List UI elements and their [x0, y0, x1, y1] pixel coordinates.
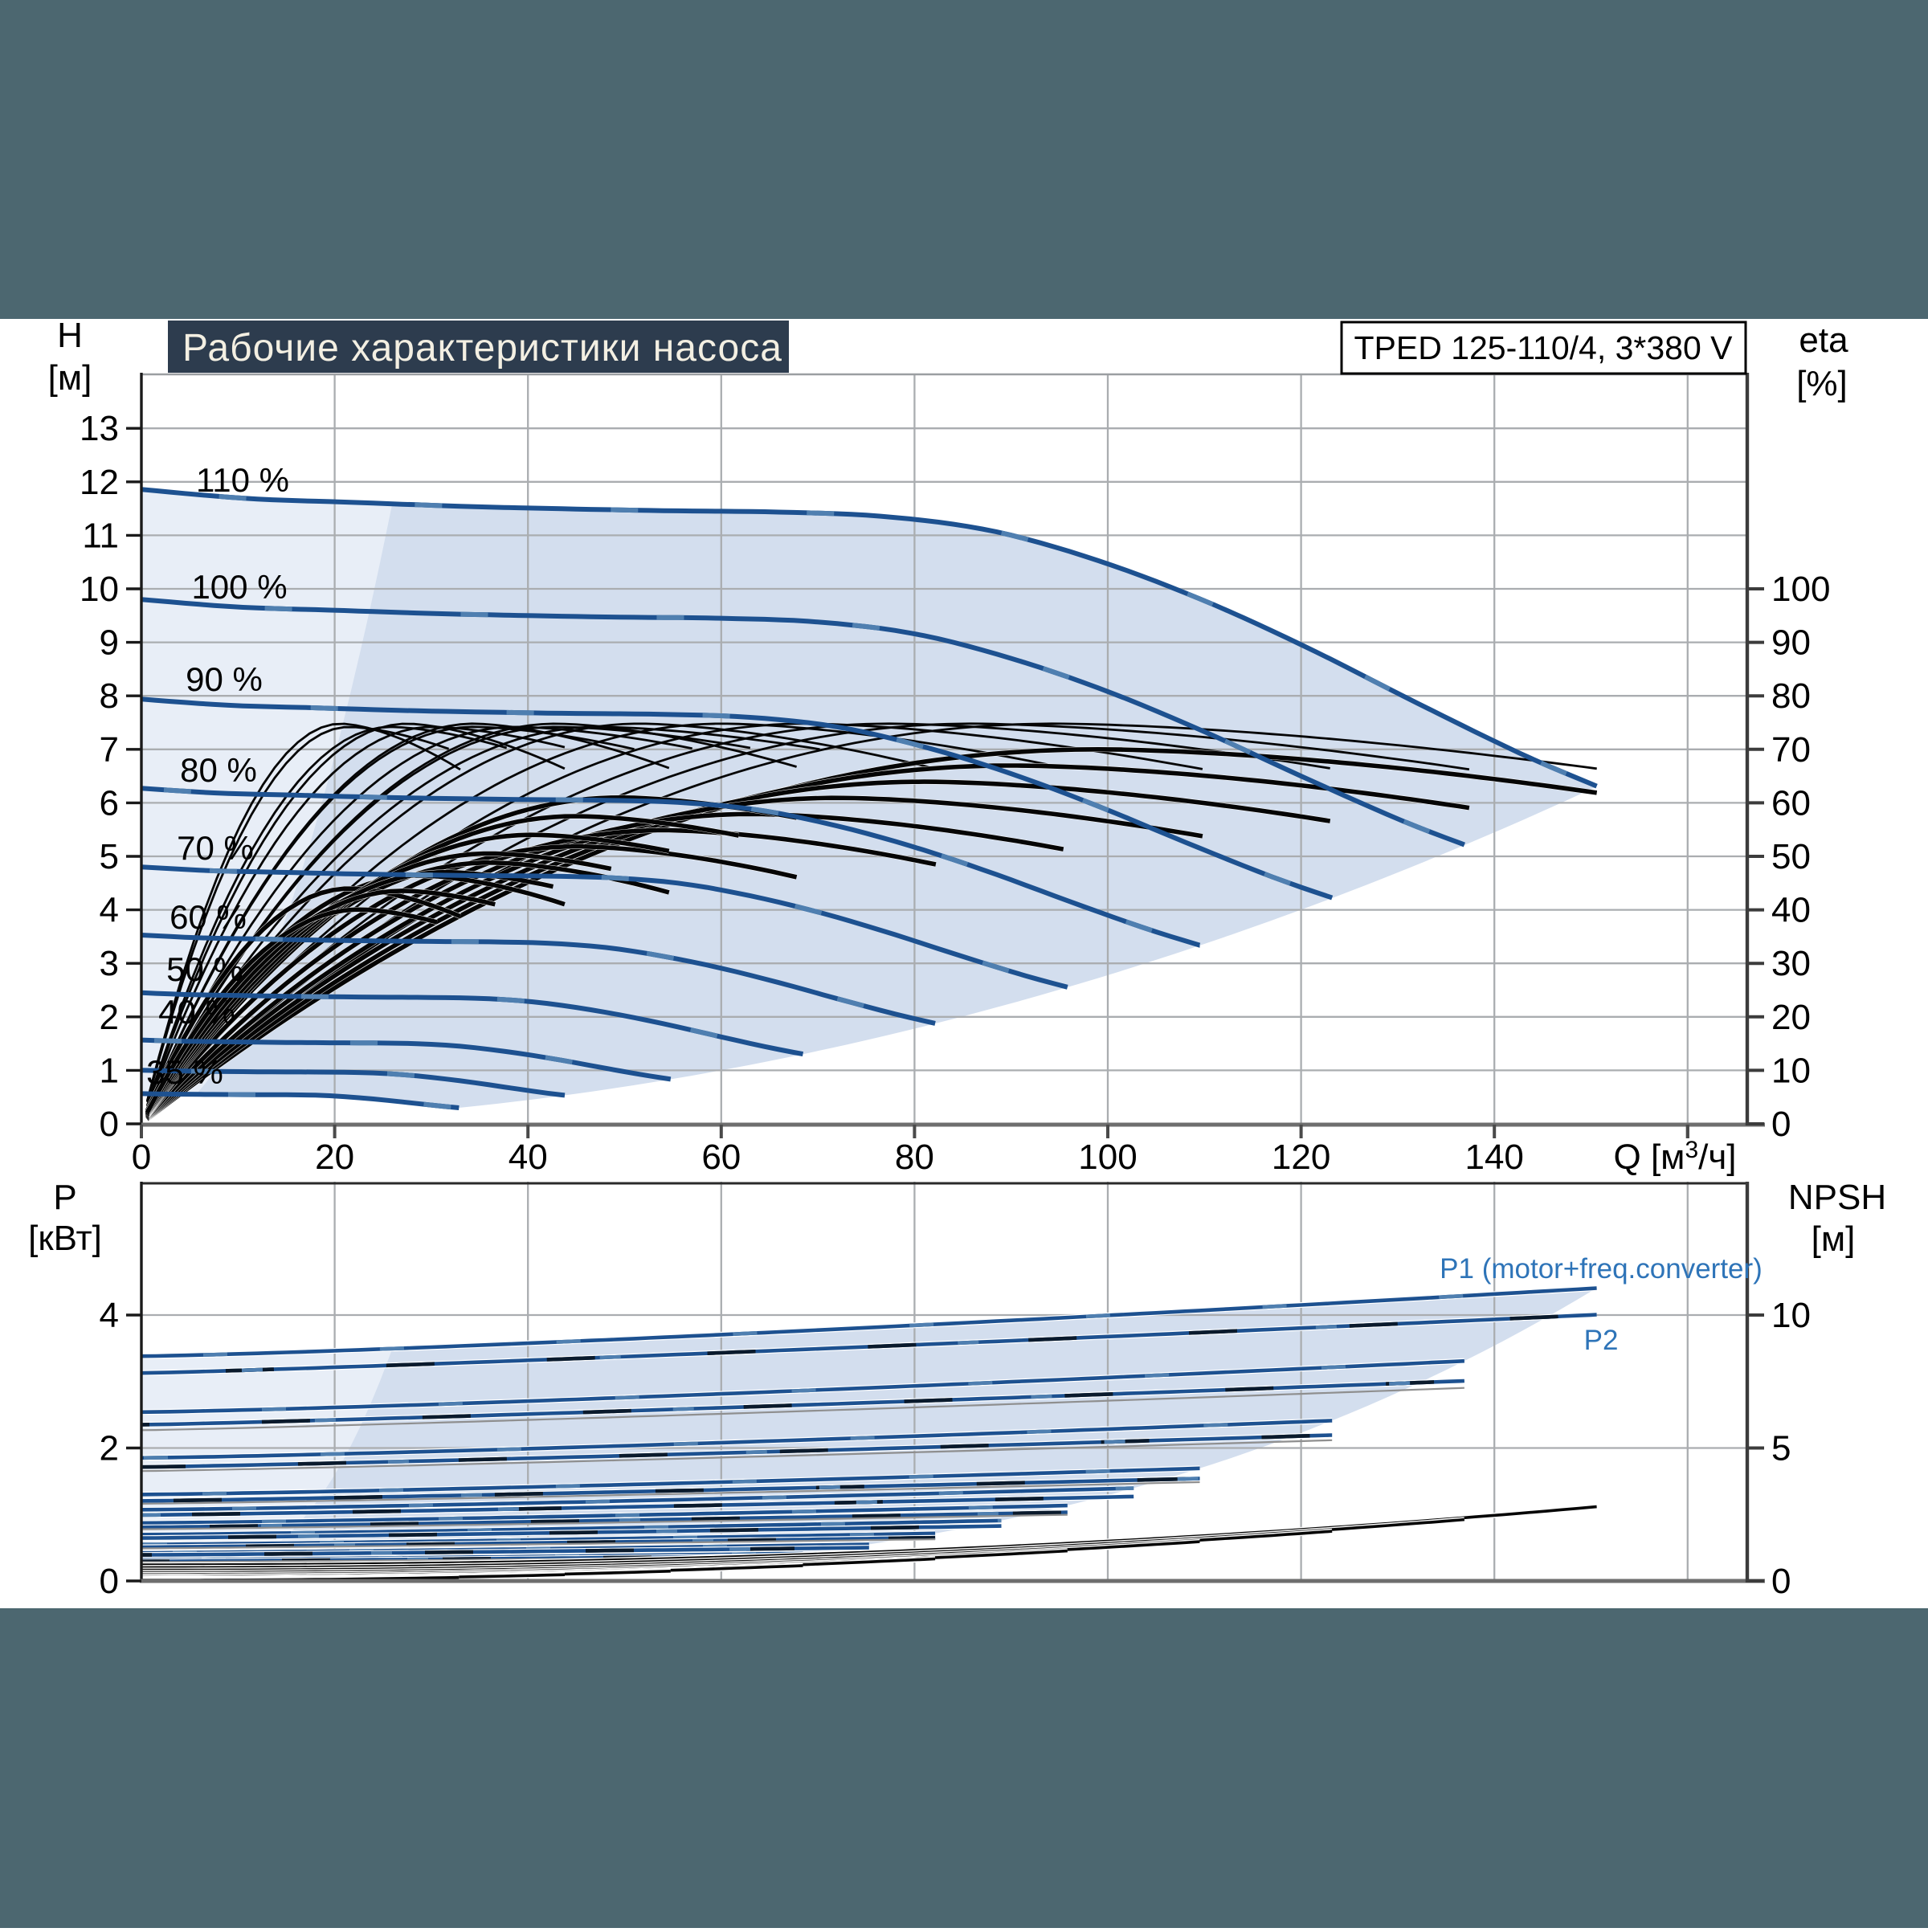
svg-text:100: 100 [1771, 570, 1830, 609]
svg-text:100: 100 [1078, 1138, 1137, 1177]
svg-text:60: 60 [701, 1138, 741, 1177]
svg-text:50: 50 [1771, 837, 1811, 876]
svg-text:11: 11 [82, 516, 119, 555]
svg-text:100 %: 100 % [191, 568, 287, 606]
svg-text:[м]: [м] [48, 358, 92, 398]
svg-text:90: 90 [1771, 623, 1811, 663]
svg-text:80: 80 [895, 1138, 934, 1177]
svg-text:40 %: 40 % [158, 993, 235, 1031]
svg-text:10: 10 [1771, 1051, 1811, 1090]
svg-text:35 %: 35 % [146, 1053, 223, 1091]
svg-text:4: 4 [100, 891, 119, 930]
svg-text:TPED 125-110/4, 3*380 V: TPED 125-110/4, 3*380 V [1354, 329, 1733, 366]
svg-text:40: 40 [509, 1138, 548, 1177]
svg-text:70 %: 70 % [177, 829, 254, 867]
svg-text:60: 60 [1771, 783, 1811, 823]
svg-text:8: 8 [100, 676, 119, 716]
svg-text:1: 1 [100, 1051, 119, 1090]
svg-text:0: 0 [1771, 1105, 1791, 1144]
svg-text:10: 10 [1771, 1296, 1811, 1335]
svg-text:Рабочие характеристики насоса: Рабочие характеристики насоса [182, 327, 782, 370]
svg-text:30: 30 [1771, 944, 1811, 983]
svg-text:80 %: 80 % [180, 751, 257, 789]
svg-text:70: 70 [1771, 730, 1811, 770]
svg-text:12: 12 [80, 463, 119, 502]
svg-text:20: 20 [315, 1138, 354, 1177]
svg-text:3: 3 [100, 944, 119, 983]
svg-text:120: 120 [1272, 1138, 1330, 1177]
svg-text:10: 10 [80, 570, 119, 609]
svg-text:7: 7 [100, 730, 119, 770]
svg-text:P2: P2 [1584, 1325, 1619, 1356]
svg-text:13: 13 [80, 409, 119, 448]
svg-text:NPSH: NPSH [1788, 1178, 1886, 1217]
svg-text:2: 2 [100, 1429, 119, 1468]
svg-text:[м]: [м] [1812, 1219, 1856, 1259]
svg-text:2: 2 [100, 998, 119, 1037]
svg-text:P: P [53, 1178, 76, 1217]
svg-text:Q [м3/ч]: Q [м3/ч] [1614, 1137, 1737, 1177]
svg-text:H: H [57, 316, 83, 355]
svg-text:5: 5 [100, 837, 119, 876]
svg-text:[%]: [%] [1796, 364, 1848, 403]
svg-text:90 %: 90 % [186, 660, 263, 698]
svg-text:0: 0 [132, 1138, 151, 1177]
svg-text:0: 0 [100, 1105, 119, 1144]
svg-text:140: 140 [1464, 1138, 1523, 1177]
svg-text:20: 20 [1771, 998, 1811, 1037]
svg-text:[кВт]: [кВт] [28, 1219, 102, 1258]
svg-text:0: 0 [100, 1562, 119, 1601]
svg-text:80: 80 [1771, 676, 1811, 716]
svg-text:110 %: 110 % [196, 461, 289, 499]
svg-text:40: 40 [1771, 891, 1811, 930]
svg-text:50 %: 50 % [166, 950, 243, 988]
svg-text:4: 4 [100, 1296, 119, 1335]
svg-text:5: 5 [1771, 1429, 1791, 1468]
svg-text:9: 9 [100, 623, 119, 663]
svg-text:eta: eta [1799, 321, 1848, 360]
svg-text:60 %: 60 % [170, 898, 247, 936]
svg-text:P1 (motor+freq.converter): P1 (motor+freq.converter) [1440, 1253, 1763, 1285]
svg-text:0: 0 [1771, 1562, 1791, 1601]
svg-text:6: 6 [100, 783, 119, 823]
